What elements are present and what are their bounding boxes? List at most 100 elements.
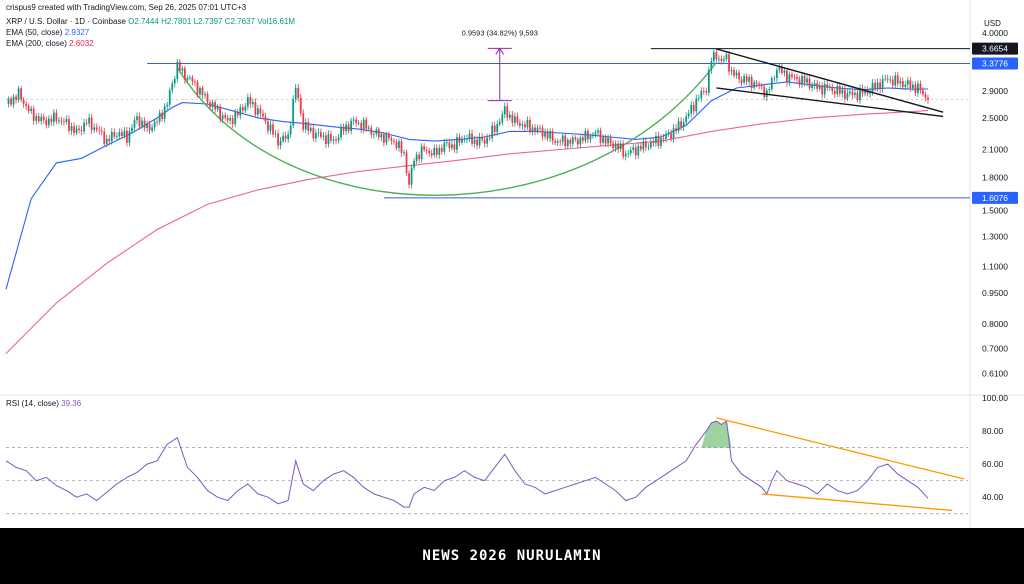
candle-body — [360, 123, 363, 130]
candle — [251, 98, 254, 108]
candle-body — [519, 122, 521, 126]
candle — [617, 140, 620, 154]
candle-body — [808, 78, 811, 89]
candle-body — [743, 76, 745, 83]
candle-body — [342, 126, 345, 132]
candle-body — [644, 141, 647, 148]
candle — [110, 128, 113, 145]
candle-body — [854, 92, 856, 95]
candle-body — [546, 131, 549, 139]
candle — [526, 116, 529, 130]
candle-body — [435, 147, 438, 155]
price-label-box — [972, 191, 1018, 204]
candle — [753, 79, 756, 91]
candle — [138, 112, 141, 130]
candle-body — [68, 119, 70, 131]
candle — [735, 69, 738, 79]
candle-body — [813, 83, 816, 86]
candle — [541, 124, 544, 141]
candle — [390, 135, 393, 145]
candle-body — [665, 134, 667, 139]
candle-body — [675, 128, 677, 131]
candle-body — [639, 146, 642, 150]
candle-body — [896, 75, 899, 84]
candle-body — [98, 129, 101, 131]
candle-body — [425, 149, 428, 151]
candle-body — [662, 137, 665, 139]
candle-body — [798, 79, 801, 85]
measure-arrow — [495, 47, 505, 55]
price-tick-label: 1.8000 — [982, 172, 1008, 182]
ema200-legend[interactable]: EMA (200, close) 2.6032 — [6, 39, 94, 48]
candle — [483, 135, 486, 148]
candle — [826, 80, 829, 92]
candle-body — [788, 74, 791, 83]
candle — [448, 138, 451, 152]
candle-body — [906, 80, 909, 85]
candle — [733, 66, 735, 79]
candle — [277, 129, 279, 150]
candle — [171, 80, 174, 94]
candle-body — [52, 112, 55, 123]
candle-body — [231, 118, 234, 125]
candle-body — [377, 129, 380, 138]
candle-body — [864, 90, 866, 94]
candle — [516, 112, 519, 126]
candle-body — [388, 133, 390, 139]
candle-body — [420, 146, 423, 160]
candle-body — [705, 91, 708, 93]
wedge-upper-line — [716, 48, 944, 113]
candle — [592, 131, 594, 139]
candle — [914, 81, 917, 97]
candle — [660, 134, 662, 149]
price-label-box — [972, 57, 1018, 70]
candle — [775, 67, 778, 83]
candle — [624, 150, 627, 161]
candle-body — [914, 84, 917, 93]
candle-body — [239, 107, 242, 116]
candle-body — [589, 135, 592, 140]
candle-body — [559, 141, 562, 143]
candle-body — [201, 88, 204, 96]
candle — [405, 149, 408, 176]
candle — [632, 143, 635, 154]
candle-body — [486, 137, 489, 144]
candle-body — [22, 99, 25, 104]
candle-body — [234, 112, 237, 125]
candle-body — [529, 120, 531, 132]
candle — [68, 115, 70, 135]
candle — [282, 131, 284, 144]
candle — [629, 146, 632, 156]
candle — [128, 127, 131, 147]
candle — [481, 133, 483, 143]
candle-body — [849, 91, 851, 94]
candle-body — [400, 141, 403, 153]
candle-body — [740, 79, 743, 83]
candle — [93, 123, 96, 133]
rsi-legend[interactable]: RSI (14, close) 39.36 — [6, 399, 81, 408]
candle — [463, 135, 466, 143]
candle-body — [249, 97, 252, 105]
candle — [891, 75, 894, 89]
candle — [723, 55, 725, 64]
candle-body — [345, 124, 347, 132]
candle-body — [539, 127, 541, 129]
currency-label: USD — [984, 19, 1001, 28]
candle — [365, 116, 368, 132]
rsi-upper-trendline — [716, 417, 965, 480]
candle-body — [194, 81, 196, 83]
candle — [755, 79, 758, 88]
rsi-tick-label: 80.00 — [982, 426, 1004, 436]
candle-body — [463, 139, 466, 140]
candle-body — [423, 146, 426, 150]
ema50-legend[interactable]: EMA (50, close) 2.9327 — [6, 28, 89, 37]
candle-body — [823, 84, 826, 95]
candle-body — [846, 93, 849, 99]
candle — [574, 135, 577, 142]
candle — [720, 55, 723, 65]
candle — [433, 144, 436, 158]
candle — [385, 131, 388, 146]
candle — [546, 128, 549, 142]
candle — [267, 117, 269, 135]
